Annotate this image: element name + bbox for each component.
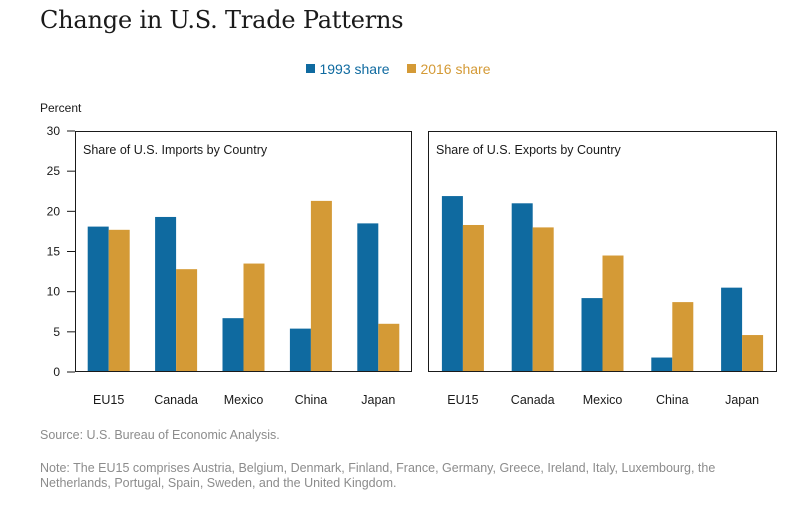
bar-mexico-2016 [602, 255, 624, 372]
bar-eu15-1993 [441, 196, 463, 372]
x-tick-label: China [295, 393, 328, 407]
bar-mexico-2016 [243, 263, 265, 372]
panel-title: Share of U.S. Exports by Country [436, 143, 622, 157]
x-tick-label: Canada [511, 393, 555, 407]
bar-canada-1993 [511, 203, 533, 372]
y-tick-label: 20 [47, 204, 61, 218]
bar-japan-2016 [378, 323, 400, 372]
x-tick-label: China [656, 393, 689, 407]
y-tick-label: 0 [53, 365, 60, 379]
y-axis-unit-label: Percent [40, 101, 82, 115]
bar-mexico-1993 [581, 298, 603, 372]
panel-title: Share of U.S. Imports by Country [83, 143, 268, 157]
x-tick-label: EU15 [93, 393, 124, 407]
bar-china-2016 [672, 302, 694, 372]
bar-japan-1993 [357, 223, 379, 372]
bar-eu15-1993 [87, 226, 109, 372]
note-text: Note: The EU15 comprises Austria, Belgiu… [40, 461, 716, 490]
x-tick-label: Canada [154, 393, 198, 407]
bar-eu15-2016 [108, 229, 130, 372]
y-tick-label: 10 [47, 285, 61, 299]
legend-swatch-2016 [407, 64, 417, 73]
bar-china-2016 [310, 200, 332, 372]
legend-label-1993: 1993 share [319, 60, 390, 77]
x-tick-label: Mexico [583, 393, 623, 407]
legend: 1993 share 2016 share [0, 60, 797, 77]
chart-title: Change in U.S. Trade Patterns [40, 6, 404, 34]
x-tick-label: Japan [361, 393, 395, 407]
bar-canada-1993 [155, 216, 177, 372]
x-tick-label: Mexico [224, 393, 264, 407]
bar-canada-2016 [532, 227, 554, 372]
bar-china-1993 [289, 328, 311, 372]
legend-swatch-1993 [306, 64, 316, 73]
legend-item-2016: 2016 share [407, 60, 491, 77]
legend-label-2016: 2016 share [420, 60, 491, 77]
x-tick-label: EU15 [447, 393, 478, 407]
y-tick-label: 30 [47, 124, 61, 138]
bar-mexico-1993 [222, 318, 244, 372]
bar-japan-2016 [742, 335, 764, 372]
bar-china-1993 [651, 357, 673, 372]
bar-eu15-2016 [462, 224, 484, 372]
panel-frame [75, 131, 412, 372]
y-tick-label: 25 [47, 164, 61, 178]
bar-canada-2016 [176, 269, 198, 372]
legend-item-1993: 1993 share [306, 60, 390, 77]
y-tick-label: 15 [47, 245, 61, 259]
y-tick-label: 5 [53, 325, 60, 339]
source-text: Source: U.S. Bureau of Economic Analysis… [40, 428, 280, 442]
x-tick-label: Japan [725, 393, 759, 407]
panel-frame [428, 131, 777, 372]
bar-japan-1993 [721, 287, 743, 372]
